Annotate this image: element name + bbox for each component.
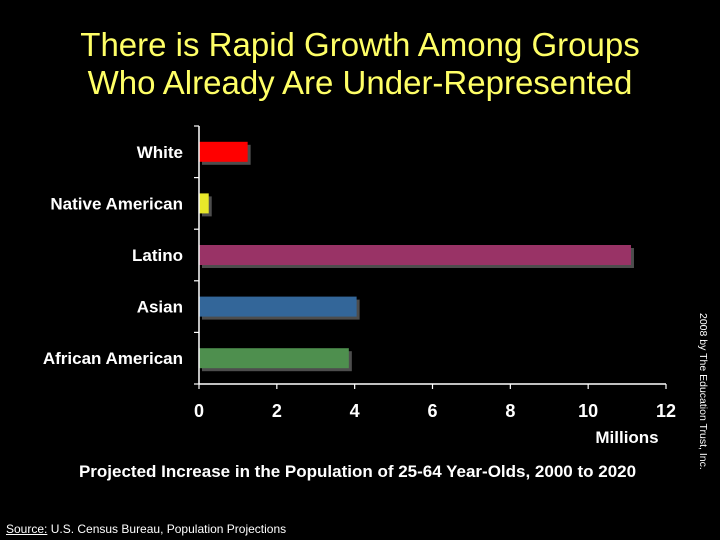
slide-title: There is Rapid Growth Among Groups Who A… bbox=[0, 26, 720, 102]
source-text: U.S. Census Bureau, Population Projectio… bbox=[47, 522, 287, 536]
x-tick-label: 6 bbox=[427, 401, 437, 421]
category-label: Asian bbox=[137, 298, 183, 317]
bar-asian bbox=[199, 296, 357, 317]
x-tick-label: 12 bbox=[656, 401, 676, 421]
bar-white bbox=[199, 141, 248, 162]
source-label: Source: bbox=[6, 522, 48, 536]
source-note: Source: U.S. Census Bureau, Population P… bbox=[6, 522, 286, 536]
x-tick-label: 8 bbox=[505, 401, 515, 421]
bar-latino bbox=[199, 245, 631, 265]
chart-title: Projected Increase in the Population of … bbox=[78, 462, 637, 481]
title-line-2: Who Already Are Under-Represented bbox=[87, 64, 633, 101]
bar-african-american bbox=[199, 348, 349, 369]
category-label: Native American bbox=[50, 194, 183, 213]
x-tick-label: 4 bbox=[350, 401, 360, 421]
title-line-1: There is Rapid Growth Among Groups bbox=[80, 26, 640, 63]
category-label: African American bbox=[43, 349, 183, 368]
x-axis-title: Millions bbox=[595, 428, 658, 447]
x-tick-label: 10 bbox=[578, 401, 598, 421]
category-label: Latino bbox=[132, 246, 183, 265]
bar-native-american bbox=[199, 193, 209, 214]
copyright-note: 2008 by The Education Trust, Inc. bbox=[697, 313, 709, 470]
x-tick-label: 2 bbox=[272, 401, 282, 421]
x-tick-label: 0 bbox=[194, 401, 204, 421]
category-label: White bbox=[137, 143, 183, 162]
